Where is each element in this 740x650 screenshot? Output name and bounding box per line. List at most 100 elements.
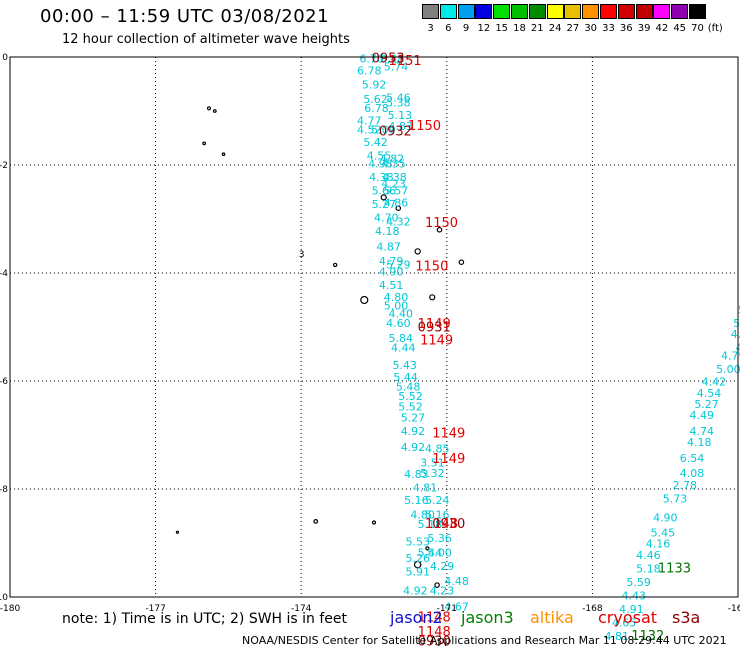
swh-label: 5.27 <box>401 412 426 425</box>
swh-label: 4.54 <box>697 387 722 400</box>
swh-label: 5.62 <box>363 93 388 106</box>
legend-label: 3 <box>427 23 434 34</box>
land-outlines: 3 <box>175 106 465 588</box>
legend-swatch <box>653 4 671 19</box>
y-tick-label: -4 <box>0 269 8 279</box>
swh-label: 5.52 <box>398 401 423 414</box>
swh-label: 5.53 <box>406 536 431 549</box>
swh-label: 5.29 <box>386 259 411 272</box>
footer-credit: NOAA/NESDIS Center for Satellite Applica… <box>242 634 727 647</box>
legend-swatch <box>493 4 511 19</box>
legend-label: 21 <box>530 23 544 34</box>
swh-label: 6.78 <box>357 64 382 77</box>
legend-label: 12 <box>477 23 491 34</box>
swh-label: 4.18 <box>375 225 400 238</box>
footer-note: note: 1) Time is in UTC; 2) SWH is in fe… <box>62 611 348 627</box>
legend-label: 36 <box>619 23 633 34</box>
swh-label: 4.79 <box>379 255 404 268</box>
legend-swatch <box>422 4 439 19</box>
legend-label: 27 <box>566 23 580 34</box>
swh-label: 4.92 <box>401 425 426 438</box>
swh-label: 4.49 <box>689 409 714 422</box>
swh-label: 5.43 <box>392 359 417 372</box>
swh-label: 4.23 <box>430 584 455 597</box>
legend-swatch <box>600 4 617 19</box>
mission-s3a: s3a <box>672 608 701 627</box>
swh-label: 5.00 <box>427 547 452 560</box>
swh-label: 4.60 <box>386 317 411 330</box>
swh-label: 5.16 <box>404 494 429 507</box>
time-label: 0932 <box>379 124 412 139</box>
swh-label: 4.29 <box>430 560 455 573</box>
x-tick-label: -180 <box>0 604 20 614</box>
swh-label: 4.92 <box>403 584 428 597</box>
swh-label: 5.66 <box>372 185 397 198</box>
legend-swatch <box>511 4 528 19</box>
swh-label: 4.90 <box>653 511 678 524</box>
time-label: 0930 <box>432 517 465 532</box>
legend-swatch <box>457 4 475 19</box>
swh-label: 4.77 <box>357 115 382 128</box>
time-label: 1149 <box>432 427 465 442</box>
swh-label: 4.32 <box>386 215 411 228</box>
swh-label: 4.90 <box>379 266 404 279</box>
island-outline <box>380 194 387 201</box>
island-outline <box>395 205 402 212</box>
legend-label: 45 <box>673 23 687 34</box>
legend-label: 30 <box>584 23 598 34</box>
x-tick-label: -177 <box>145 604 165 614</box>
y-tick-label: -6 <box>0 377 8 387</box>
swh-label: 4.44 <box>391 341 416 354</box>
swh-label: 5.32 <box>420 467 445 480</box>
swh-label: 4.67 <box>444 601 469 614</box>
swh-label: 4.74 <box>689 425 714 438</box>
swh-label: 5.27 <box>372 198 397 211</box>
legend-label: 24 <box>548 23 562 34</box>
time-label: 1150 <box>415 259 448 274</box>
swh-label: 4.42 <box>702 375 727 388</box>
time-label: 0931 <box>418 320 451 335</box>
swh-label: 5.24 <box>425 494 450 507</box>
chart-title: 00:00 – 11:59 UTC 03/08/2021 <box>40 6 330 27</box>
time-label: 1148 <box>418 625 451 640</box>
swh-label: 4.92 <box>401 441 426 454</box>
swh-label: 4.79 <box>721 349 740 362</box>
swh-label: 4.83 <box>389 120 414 133</box>
chart-subtitle: 12 hour collection of altimeter wave hei… <box>62 32 350 47</box>
plot-frame <box>9 56 739 598</box>
legend-swatch <box>617 4 635 19</box>
time-label: 1132 <box>631 629 664 644</box>
x-tick-label: -168 <box>582 604 603 614</box>
swh-label: 4.80 <box>410 509 435 522</box>
y-tick-label: -8 <box>0 485 8 495</box>
swh-label: 5.16 <box>738 304 740 317</box>
legend-swatch <box>564 4 582 19</box>
swh-label: 4.98 <box>368 158 393 171</box>
swh-label: 4.91 <box>619 603 644 616</box>
island-outline <box>313 519 319 524</box>
swh-label: 5.59 <box>626 576 651 589</box>
legend-swatch <box>528 4 546 19</box>
swh-label: 5.42 <box>363 136 388 149</box>
island-outline <box>371 520 377 525</box>
swh-label: 4.52 <box>357 124 382 137</box>
swh-label: 5.00 <box>716 363 740 376</box>
swh-label: 5.84 <box>389 332 414 345</box>
grid-lines <box>10 57 738 597</box>
swh-label: 5.48 <box>396 381 421 394</box>
legend-swatch <box>582 4 600 19</box>
swh-label: 5.92 <box>362 78 387 91</box>
time-label: 1150 <box>425 216 458 231</box>
x-tick-label: -174 <box>291 604 312 614</box>
swh-label: 4.35 <box>381 158 406 171</box>
island-outline <box>221 152 226 157</box>
island-outline <box>175 530 180 534</box>
swh-label: 4.51 <box>379 279 404 292</box>
swh-label: 5.74 <box>384 61 409 74</box>
mission-cryosat: cryosat <box>598 608 658 627</box>
swh-label: 4.82 <box>731 328 740 341</box>
legend-label: 33 <box>602 23 615 34</box>
island-outline <box>413 560 422 569</box>
swh-label: 4.83 <box>404 468 429 481</box>
